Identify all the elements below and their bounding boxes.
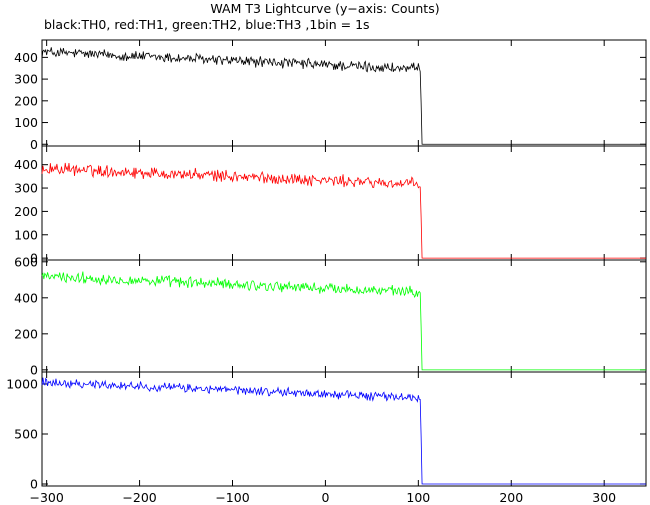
chart-title: WAM T3 Lightcurve (y−axis: Counts) [210, 1, 440, 16]
x-tick-label: 200 [499, 490, 523, 505]
panel-frame [41, 371, 647, 487]
y-tick-label: 400 [14, 50, 38, 65]
series-line [41, 47, 646, 145]
x-tick-label: 300 [592, 490, 616, 505]
y-tick-label: 100 [14, 115, 38, 130]
y-tick-label: 600 [14, 254, 38, 269]
y-tick-label: 300 [14, 181, 38, 196]
x-tick-label: −300 [29, 490, 63, 505]
y-tick-label: 0 [30, 362, 38, 377]
y-tick-label: 300 [14, 72, 38, 87]
y-tick-label: 0 [30, 477, 38, 492]
y-tick-label: 200 [14, 204, 38, 219]
y-tick-label: 400 [14, 290, 38, 305]
panel-frame [41, 259, 647, 373]
y-tick-label: 100 [14, 227, 38, 242]
series-line [41, 377, 646, 485]
y-tick-label: 200 [14, 93, 38, 108]
x-tick-label: 100 [406, 490, 430, 505]
panel-frame [41, 145, 647, 261]
y-tick-label: 0 [30, 251, 38, 266]
x-tick-label: 0 [321, 490, 329, 505]
x-tick-label: −200 [122, 490, 156, 505]
series-line [41, 271, 646, 371]
y-tick-label: 0 [30, 137, 38, 152]
y-tick-label: 1000 [6, 377, 38, 392]
x-tick-label: −100 [215, 490, 249, 505]
y-tick-label: 500 [14, 427, 38, 442]
series-line [41, 162, 646, 259]
y-tick-label: 200 [14, 326, 38, 341]
y-tick-label: 400 [14, 157, 38, 172]
chart-subtitle: black:TH0, red:TH1, green:TH2, blue:TH3 … [44, 17, 370, 32]
